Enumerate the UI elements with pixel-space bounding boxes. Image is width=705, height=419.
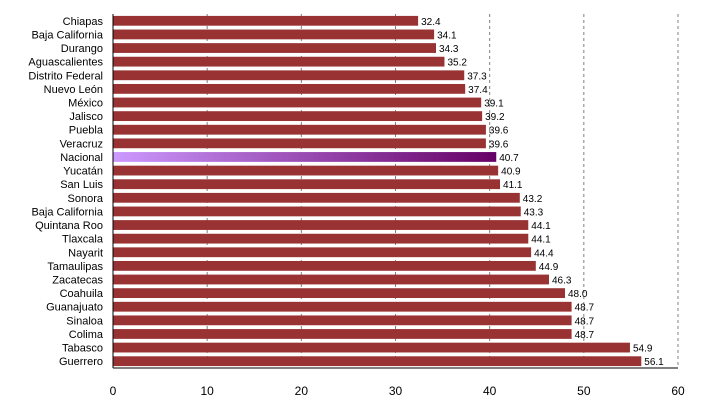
value-label-13: 43.2 <box>523 194 543 205</box>
bar-17 <box>113 247 532 258</box>
x-tick-label-40: 40 <box>483 384 497 398</box>
gridlines <box>206 14 679 368</box>
category-label-13: Sonora <box>68 193 104 205</box>
value-label-23: 48.7 <box>575 330 595 341</box>
value-label-12: 41.1 <box>503 180 523 191</box>
bar-16 <box>113 233 529 244</box>
value-label-16: 44.1 <box>531 235 551 246</box>
value-label-4: 37.3 <box>467 71 487 82</box>
bar-24 <box>113 342 630 353</box>
category-label-9: Veracruz <box>60 138 103 150</box>
bar-14 <box>113 206 521 217</box>
bar-23 <box>113 329 572 339</box>
bar-11 <box>113 165 499 176</box>
category-label-4: Distrito Federal <box>28 70 103 82</box>
value-label-11: 40.9 <box>501 167 521 178</box>
bar-18 <box>113 260 536 271</box>
x-tick-label-20: 20 <box>295 384 309 398</box>
category-label-15: Quintana Roo <box>35 220 103 232</box>
value-label-10: 40.7 <box>499 153 519 164</box>
value-label-19: 46.3 <box>552 276 572 287</box>
value-label-17: 44.4 <box>534 248 554 259</box>
bar-1 <box>113 29 435 40</box>
value-label-21: 48.7 <box>575 303 595 314</box>
bars <box>113 15 642 367</box>
value-label-9: 39.6 <box>489 139 509 150</box>
value-label-24: 54.9 <box>633 344 653 355</box>
value-label-15: 44.1 <box>531 221 551 232</box>
bar-19 <box>113 274 549 285</box>
value-label-18: 44.9 <box>539 262 559 273</box>
bar-5 <box>113 83 466 94</box>
value-label-1: 34.1 <box>437 30 457 41</box>
bar-10 <box>113 152 497 162</box>
bar-8 <box>113 124 486 135</box>
category-label-17: Nayarit <box>68 247 103 259</box>
bar-6 <box>113 97 482 108</box>
bar-4 <box>113 70 465 81</box>
category-label-0: Chiapas <box>63 16 104 28</box>
bar-21 <box>113 301 572 312</box>
category-label-18: Tamaulipas <box>47 261 103 273</box>
bar-15 <box>113 220 529 230</box>
x-tick-label-0: 0 <box>110 384 117 398</box>
bar-2 <box>113 43 436 53</box>
bar-7 <box>113 111 483 122</box>
category-label-12: San Luis <box>60 179 103 191</box>
value-label-6: 39.1 <box>484 99 504 110</box>
bar-13 <box>113 192 520 203</box>
value-label-20: 48.0 <box>568 289 588 300</box>
x-tick-label-50: 50 <box>577 384 591 398</box>
category-label-2: Durango <box>61 43 103 55</box>
category-label-10: Nacional <box>60 152 103 164</box>
value-label-14: 43.3 <box>524 207 544 218</box>
category-label-8: Puebla <box>69 125 104 137</box>
category-label-20: Coahuila <box>60 288 104 300</box>
value-label-3: 35.2 <box>447 58 467 69</box>
category-label-16: Tlaxcala <box>62 234 104 246</box>
category-label-1: Baja California <box>31 29 103 41</box>
category-label-6: México <box>68 98 103 110</box>
bar-0 <box>113 15 419 26</box>
value-label-8: 39.6 <box>489 126 509 137</box>
value-label-2: 34.3 <box>439 44 459 55</box>
axes <box>112 14 678 369</box>
category-label-23: Colima <box>69 329 104 341</box>
value-label-22: 48.7 <box>575 316 595 327</box>
value-label-7: 39.2 <box>485 112 505 123</box>
bar-20 <box>113 288 565 299</box>
category-label-19: Zacatecas <box>52 275 103 287</box>
category-label-25: Guerrero <box>59 356 103 368</box>
x-tick-label-30: 30 <box>389 384 403 398</box>
labels: Chiapas 32.4 Baja California 34.1 Durango 34.… <box>28 16 685 398</box>
bar-12 <box>113 179 501 190</box>
value-label-0: 32.4 <box>421 17 441 28</box>
category-label-22: Sinaloa <box>66 315 104 327</box>
category-label-21: Guanajuato <box>46 302 103 314</box>
category-label-24: Tabasco <box>62 343 103 355</box>
category-label-14: Baja California <box>31 206 103 218</box>
category-label-5: Nuevo León <box>44 84 103 96</box>
x-tick-label-10: 10 <box>200 384 214 398</box>
bar-9 <box>113 138 486 149</box>
category-label-3: Aguascalientes <box>28 57 103 69</box>
value-label-5: 37.4 <box>468 85 488 96</box>
value-label-25: 56.1 <box>644 357 664 368</box>
category-label-7: Jalisco <box>69 111 103 123</box>
x-tick-label-60: 60 <box>671 384 685 398</box>
bar-3 <box>113 56 445 67</box>
bar-22 <box>113 315 572 326</box>
bar-25 <box>113 356 642 367</box>
category-label-11: Yucatán <box>63 166 103 178</box>
